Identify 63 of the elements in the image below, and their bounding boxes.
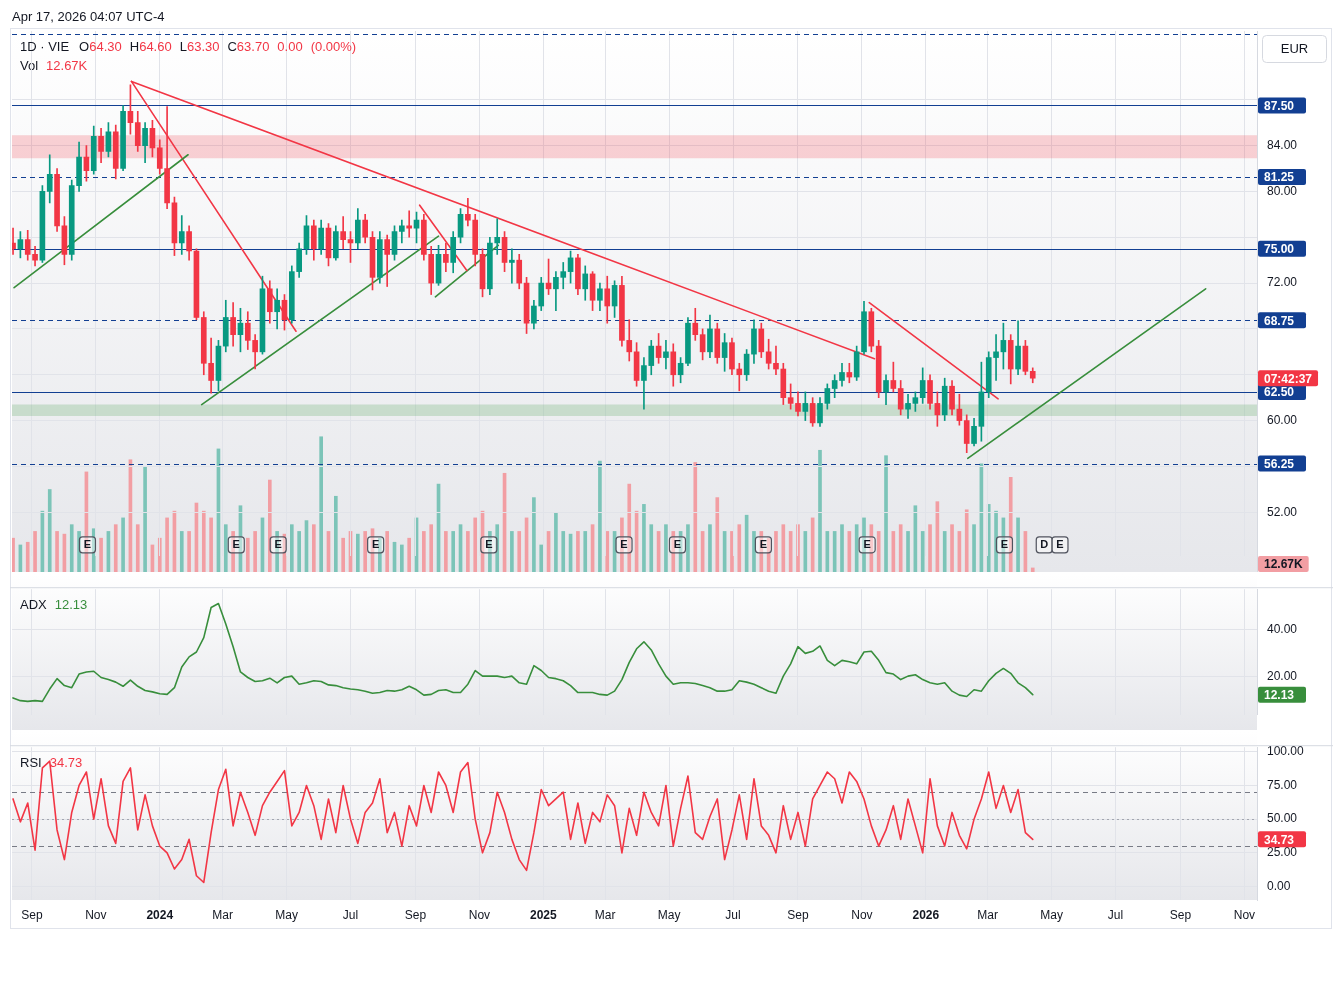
x-tick-label: May (1040, 907, 1063, 922)
ref-line-label: 68.75 (1264, 313, 1295, 328)
y-tick-label: 50.00 (1267, 811, 1298, 826)
annotation: E (371, 538, 380, 551)
x-tick-label: Sep (1169, 907, 1192, 922)
chart-title: Vol (20, 57, 39, 73)
annotation: E (274, 538, 282, 551)
y-tick-label: 25.00 (1267, 845, 1298, 860)
x-tick-label: Nov (1233, 907, 1256, 922)
text: RSI (20, 754, 42, 770)
annotation: E (620, 538, 628, 551)
text: 12.13 (1264, 687, 1295, 702)
x-tick-label: Nov (851, 907, 873, 922)
text: 12.67K (1264, 557, 1304, 572)
x-tick-label: Nov (468, 907, 491, 922)
y-tick-label: 100.00 (1267, 744, 1305, 759)
text: O64.30 H64.60 L63.30 C63.70 0.00 (0.00%) (79, 38, 357, 54)
y-tick-label: 52.00 (1267, 504, 1298, 519)
y-tick-label: 80.00 (1267, 183, 1298, 198)
text: 07:42:37 (1264, 371, 1313, 386)
x-tick-label: 2026 (912, 907, 940, 922)
text: ADX (20, 596, 48, 612)
x-tick-label: Mar (594, 907, 616, 922)
annotation: 12.13 (54, 596, 88, 612)
annotation: E (673, 538, 682, 551)
y-tick-label: 84.00 (1267, 137, 1298, 152)
annotation: E (485, 538, 493, 551)
x-tick-label: May (275, 907, 298, 922)
y-axis-title: EUR (1280, 41, 1309, 57)
ref-line-label: 56.25 (1264, 456, 1295, 471)
x-tick-label: Sep (21, 907, 43, 922)
x-tick-label: Jul (342, 907, 359, 922)
x-tick-label: Jul (1107, 907, 1124, 922)
x-tick-label: Sep (404, 907, 427, 922)
y-tick-label: 72.00 (1267, 275, 1298, 290)
ref-line-label: 87.50 (1264, 98, 1295, 113)
x-tick-label: Nov (85, 907, 107, 922)
x-tick-label: Mar (212, 907, 233, 922)
text: 1D · VIE (20, 38, 70, 54)
y-tick-label: 0.00 (1267, 878, 1291, 893)
annotation: D (1040, 538, 1049, 551)
x-tick-label: Sep (787, 907, 809, 922)
annotation: E (759, 538, 768, 551)
text: 34.73 (1264, 832, 1295, 847)
y-tick-label: 60.00 (1267, 412, 1298, 427)
annotation: E (863, 538, 871, 551)
ref-line-label: 81.25 (1264, 170, 1295, 185)
x-tick-label: Mar (977, 907, 999, 922)
annotation: 34.73 (49, 754, 83, 770)
annotation: E (1056, 538, 1064, 551)
x-tick-label: 2024 (146, 907, 174, 922)
x-tick-label: 2025 (529, 907, 557, 922)
ref-line-label: 62.50 (1264, 385, 1295, 400)
annotation: E (232, 538, 240, 551)
annotation: E (1000, 538, 1009, 551)
x-tick-label: May (657, 907, 681, 922)
y-tick-label: 75.00 (1267, 777, 1298, 792)
y-tick-label: 40.00 (1267, 622, 1298, 637)
text: Apr 17, 2026 04:07 UTC-4 (12, 8, 165, 24)
annotation: E (83, 538, 92, 551)
y-tick-label: 20.00 (1267, 668, 1298, 683)
x-tick-label: Jul (725, 907, 741, 922)
text: 12.67K (46, 57, 88, 73)
